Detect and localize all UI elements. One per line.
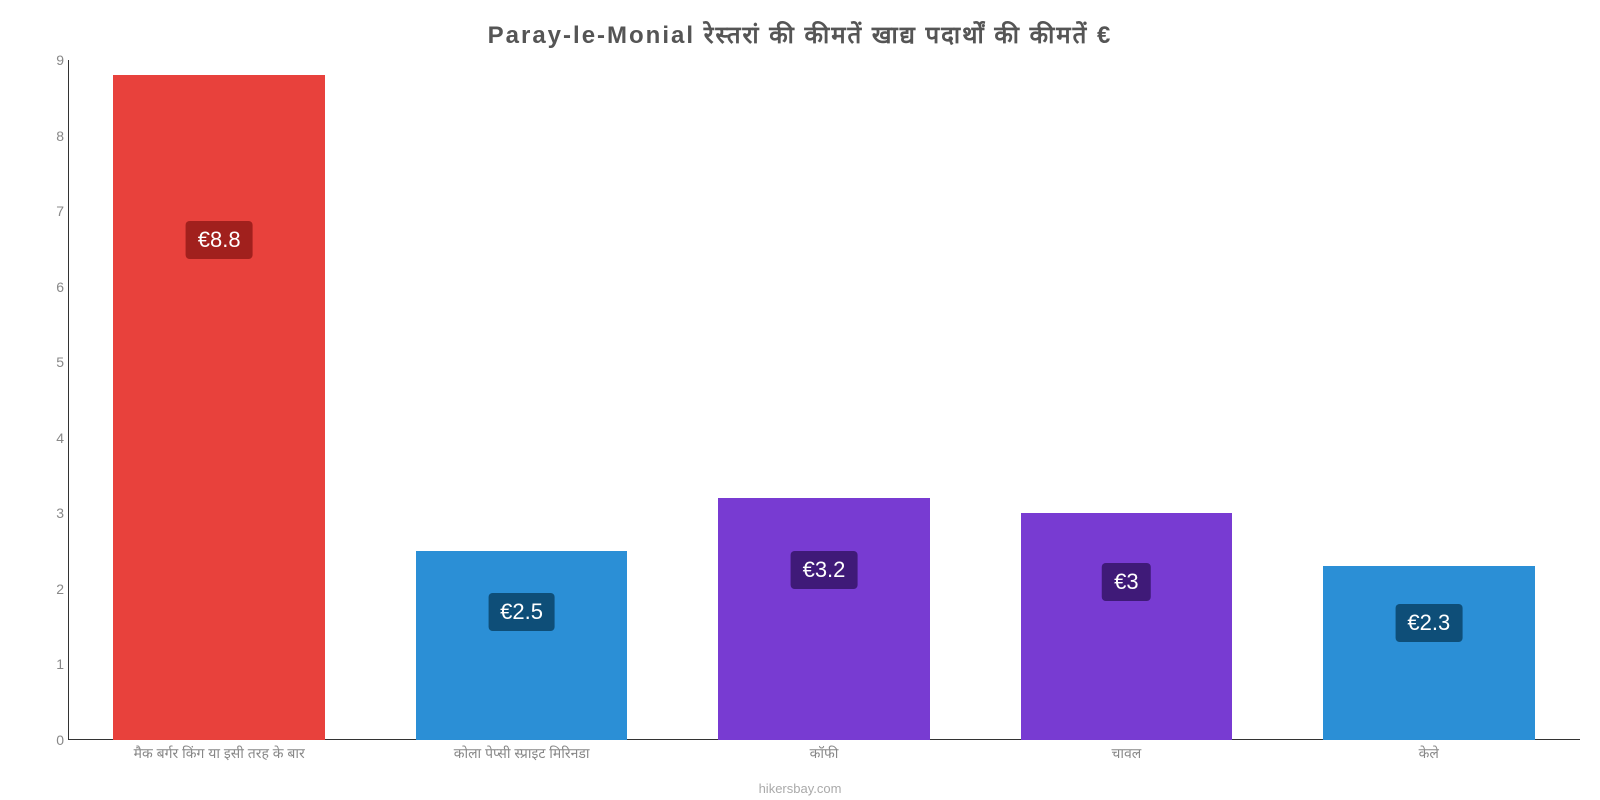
bar — [1021, 513, 1233, 740]
x-axis-label: कोला पेप्सी स्प्राइट मिरिनडा — [454, 744, 590, 763]
bar — [113, 75, 325, 740]
y-tick: 5 — [56, 354, 64, 370]
y-tick: 4 — [56, 430, 64, 446]
y-tick: 8 — [56, 128, 64, 144]
y-tick: 6 — [56, 279, 64, 295]
bar-value-label: €3 — [1102, 563, 1150, 601]
y-axis: 0123456789 — [40, 60, 68, 740]
bars-container: €8.8 €2.5 €3.2 €3 €2.3 — [68, 60, 1580, 740]
y-tick: 2 — [56, 581, 64, 597]
x-axis-label: मैक बर्गर किंग या इसी तरह के बार — [134, 744, 305, 763]
plot-area: 0123456789 €8.8€2.5€3.2€3€2.3 — [40, 60, 1580, 740]
x-axis-labels: मैक बर्गर किंग या इसी तरह के बार कोला पेप… — [68, 744, 1580, 768]
attribution: hikersbay.com — [0, 781, 1600, 796]
x-axis-label: केले — [1419, 744, 1439, 763]
bar — [416, 551, 628, 740]
bar-value-label: €8.8 — [186, 221, 253, 259]
x-axis-label: कॉफी — [810, 744, 839, 763]
bar — [718, 498, 930, 740]
x-axis-label: चावल — [1111, 744, 1141, 763]
y-tick: 0 — [56, 732, 64, 748]
y-tick: 1 — [56, 656, 64, 672]
bar-value-label: €2.5 — [488, 593, 555, 631]
bar — [1323, 566, 1535, 740]
bar-value-label: €2.3 — [1395, 604, 1462, 642]
y-tick: 9 — [56, 52, 64, 68]
bar-value-label: €3.2 — [791, 551, 858, 589]
y-tick: 7 — [56, 203, 64, 219]
chart-title: Paray-le-Monial रेस्तरां की कीमतें खाद्य… — [0, 18, 1600, 51]
y-tick: 3 — [56, 505, 64, 521]
